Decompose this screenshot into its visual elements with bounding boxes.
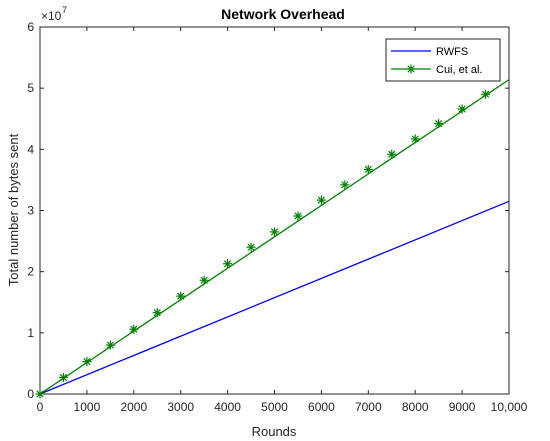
legend-label-cui: Cui, et al. bbox=[436, 64, 482, 76]
legend-marker-cui bbox=[406, 64, 416, 74]
y-tick-label: 5 bbox=[27, 81, 34, 95]
x-tick-label: 1000 bbox=[74, 400, 101, 414]
x-tick-label: 3000 bbox=[167, 400, 194, 414]
series-1-marker bbox=[176, 291, 186, 301]
series-1-marker bbox=[434, 119, 444, 129]
y-axis-multiplier: ×10 7 bbox=[41, 5, 67, 23]
x-tick-label: 9000 bbox=[449, 400, 476, 414]
series-1-marker bbox=[58, 372, 68, 382]
legend-box bbox=[385, 38, 501, 82]
series-1-marker bbox=[363, 165, 373, 175]
legend-asterisk-marker bbox=[406, 64, 416, 74]
series-1-marker bbox=[293, 211, 303, 221]
plot-area bbox=[39, 26, 510, 395]
x-axis-label: Rounds bbox=[252, 424, 297, 439]
y-tick-label: 6 bbox=[27, 20, 34, 34]
axis-ticks: 0 1000 2000 3000 4000 5000 6000 7000 8000 9000 10,… bbox=[27, 20, 527, 414]
series-1-marker bbox=[105, 340, 115, 350]
y-tick-label: 4 bbox=[27, 142, 34, 156]
series-1-marker bbox=[457, 104, 467, 114]
legend-label-rwfs: RWFS bbox=[436, 46, 468, 58]
x-tick-label: 10,000 bbox=[491, 400, 528, 414]
y-multiplier-exponent: 7 bbox=[62, 5, 67, 15]
series-1-marker bbox=[152, 308, 162, 318]
y-multiplier-base: ×10 bbox=[41, 9, 62, 23]
series-1-marker bbox=[129, 324, 139, 334]
legend: RWFS Cui, et al. bbox=[385, 38, 501, 82]
series-1-marker bbox=[410, 134, 420, 144]
series-1-marker bbox=[387, 149, 397, 159]
series-1-marker bbox=[316, 195, 326, 205]
series-1-marker bbox=[35, 389, 45, 399]
series-line-1 bbox=[39, 79, 510, 395]
x-tick-label: 6000 bbox=[308, 400, 335, 414]
x-tick-label: 0 bbox=[37, 400, 44, 414]
series-line-0 bbox=[39, 200, 510, 395]
y-tick-label: 1 bbox=[27, 326, 34, 340]
y-axis-label: Total number of bytes sent bbox=[6, 133, 21, 286]
x-tick-label: 8000 bbox=[402, 400, 429, 414]
y-tick-label: 3 bbox=[27, 204, 34, 218]
x-tick-label: 4000 bbox=[214, 400, 241, 414]
chart-title: Network Overhead bbox=[221, 6, 345, 22]
x-tick-label: 5000 bbox=[261, 400, 288, 414]
series-1-marker bbox=[270, 227, 279, 237]
series-1-marker bbox=[223, 259, 233, 269]
series-1-marker bbox=[340, 180, 350, 190]
series-1-marker bbox=[82, 357, 92, 367]
series-1-marker bbox=[481, 89, 491, 99]
x-tick-label: 2000 bbox=[120, 400, 147, 414]
series-1-marker bbox=[246, 242, 256, 252]
x-tick-label: 7000 bbox=[355, 400, 382, 414]
y-tick-label: 0 bbox=[27, 387, 34, 401]
y-tick-label: 2 bbox=[27, 265, 34, 279]
series-1-marker bbox=[199, 275, 209, 285]
series-layer bbox=[35, 79, 510, 399]
